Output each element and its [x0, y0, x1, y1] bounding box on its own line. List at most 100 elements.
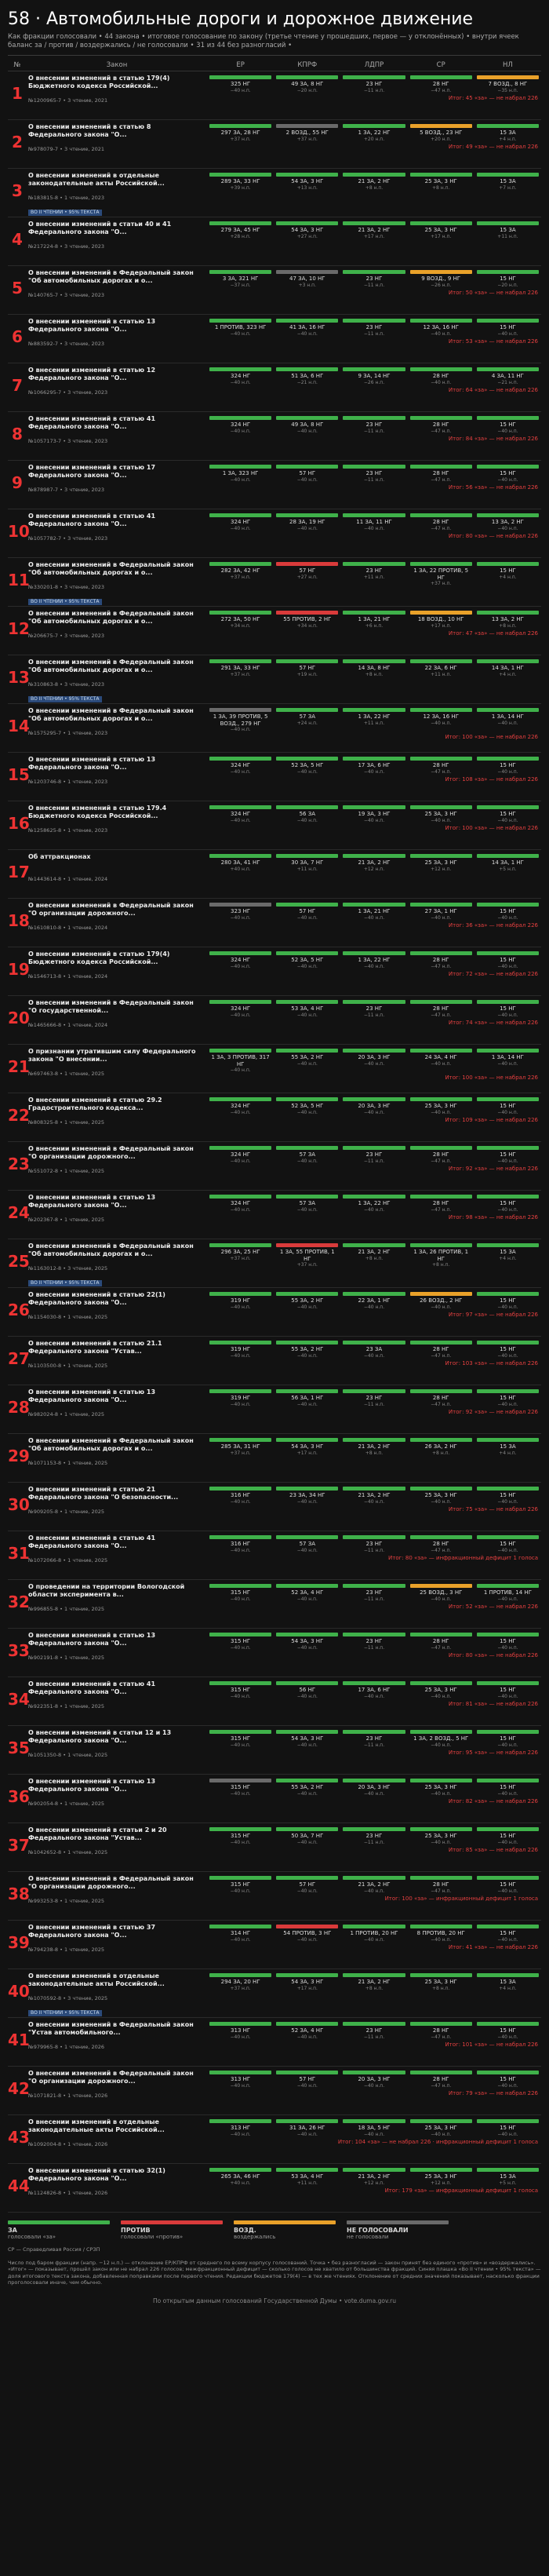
table-row[interactable]: 21 О признании утратившим силу Федерально…	[8, 1045, 541, 1093]
law-name[interactable]: О внесении изменений в статьи 12 и 13 Фе…	[28, 1729, 172, 1744]
table-row[interactable]: 43 О внесении изменений в отдельные закон…	[8, 2115, 541, 2164]
law-name[interactable]: О признании утратившим силу Федерального…	[28, 1048, 196, 1063]
table-row[interactable]: 20 О внесении изменений в Федеральный зак…	[8, 996, 541, 1045]
law-name[interactable]: О внесении изменений в статьи 40 и 41 Фе…	[28, 221, 172, 235]
table-row[interactable]: 25 О внесении изменений в Федеральный зак…	[8, 1239, 541, 1288]
table-row[interactable]: 17 Об аттракционах №1443614-8 • 1 чтение, …	[8, 850, 541, 899]
law-name[interactable]: О внесении изменений в статью 21 Федерал…	[28, 1486, 179, 1501]
vote-bar	[409, 1097, 472, 1101]
law-name[interactable]: О внесении изменений в статью 17 Федерал…	[28, 464, 156, 479]
table-row[interactable]: 1 О внесении изменений в статью 179(4) Бю…	[8, 71, 541, 120]
law-name[interactable]: О внесении изменений в статью 179(4) Бюд…	[28, 75, 170, 89]
table-row[interactable]: 34 О внесении изменений в статью 41 Федер…	[8, 1677, 541, 1726]
law-name[interactable]: О внесении изменений в статью 13 Федерал…	[28, 756, 156, 771]
law-name[interactable]: О внесении изменений в статью 41 Федерал…	[28, 1534, 156, 1549]
table-row[interactable]: 44 О внесении изменений в статью 32(1) Фе…	[8, 2164, 541, 2213]
law-name[interactable]: О внесении изменений в статью 41 Федерал…	[28, 415, 156, 430]
law-name[interactable]: О внесении изменений в статью 179(4) Бюд…	[28, 950, 170, 965]
law-name[interactable]: О внесении изменений в статью 13 Федерал…	[28, 1194, 156, 1209]
law-name[interactable]: О внесении изменений в статью 13 Федерал…	[28, 1778, 156, 1793]
table-row[interactable]: 38 О внесении изменений в Федеральный зак…	[8, 1872, 541, 1921]
faction-deviation: −40 н.п.	[296, 1158, 318, 1164]
law-name[interactable]: О внесении изменений в статьи 2 и 20 Фед…	[28, 1826, 167, 1841]
table-row[interactable]: 42 О внесении изменений в Федеральный зак…	[8, 2067, 541, 2115]
law-name[interactable]: О внесении изменений в Федеральный закон…	[28, 1875, 194, 1890]
table-row[interactable]: 27 О внесении изменений в статью 21.1 Фед…	[8, 1337, 541, 1385]
table-row[interactable]: 33 О внесении изменений в статью 13 Федер…	[8, 1629, 541, 1677]
table-row[interactable]: 10 О внесении изменений в статью 41 Федер…	[8, 509, 541, 558]
table-row[interactable]: 24 О внесении изменений в статью 13 Федер…	[8, 1191, 541, 1239]
law-name[interactable]: О внесении изменений в статью 41 Федерал…	[28, 1680, 156, 1695]
faction-vote-text: 14 ЗА, 1 НГ	[491, 859, 524, 866]
law-name[interactable]: О внесении изменений в статью 29.2 Градо…	[28, 1096, 162, 1111]
faction-deviation: −26 н.п.	[363, 379, 385, 385]
law-name[interactable]: Об аттракционах	[28, 853, 91, 860]
table-row[interactable]: 13 О внесении изменений в Федеральный зак…	[8, 655, 541, 704]
law-name[interactable]: О внесении изменений в Федеральный закон…	[28, 902, 194, 917]
law-name[interactable]: О внесении изменений в отдельные законод…	[28, 1972, 165, 1987]
law-cell: О внесении изменений в статью 32(1) Феде…	[27, 2164, 207, 2212]
table-row[interactable]: 15 О внесении изменений в статью 13 Федер…	[8, 753, 541, 801]
law-name[interactable]: О внесении изменений в статью 13 Федерал…	[28, 1632, 156, 1647]
faction-cell: 54 ЗА, 3 НГ +27 н.п.	[274, 221, 340, 239]
law-name[interactable]: О внесении изменений в статью 13 Федерал…	[28, 1388, 156, 1403]
table-row[interactable]: 14 О внесении изменений в Федеральный зак…	[8, 704, 541, 753]
table-row[interactable]: 23 О внесении изменений в Федеральный зак…	[8, 1142, 541, 1191]
law-name[interactable]: О внесении изменений в отдельные законод…	[28, 172, 165, 187]
table-row[interactable]: 29 О внесении изменений в Федеральный зак…	[8, 1434, 541, 1483]
table-row[interactable]: 41 О внесении изменений в Федеральный зак…	[8, 2018, 541, 2067]
table-row[interactable]: 32 О проведении на территории Вологодской…	[8, 1580, 541, 1629]
table-row[interactable]: 6 О внесении изменений в статью 13 Федера…	[8, 315, 541, 363]
law-name[interactable]: О внесении изменений в Федеральный закон…	[28, 2021, 194, 2036]
table-row[interactable]: 18 О внесении изменений в Федеральный зак…	[8, 899, 541, 947]
law-name[interactable]: О внесении изменений в статью 41 Федерал…	[28, 513, 156, 527]
law-name[interactable]: О внесении изменений в статью 37 Федерал…	[28, 1924, 156, 1939]
table-row[interactable]: 4 О внесении изменений в статьи 40 и 41 Ф…	[8, 217, 541, 266]
law-name[interactable]: О внесении изменений в Федеральный закон…	[28, 1145, 194, 1160]
law-name[interactable]: О внесении изменений в Федеральный закон…	[28, 999, 194, 1014]
table-row[interactable]: 28 О внесении изменений в статью 13 Федер…	[8, 1385, 541, 1434]
table-row[interactable]: 36 О внесении изменений в статью 13 Федер…	[8, 1775, 541, 1823]
table-row[interactable]: 11 О внесении изменений в Федеральный зак…	[8, 558, 541, 607]
law-name[interactable]: О внесении изменений в статью 21.1 Федер…	[28, 1340, 162, 1355]
law-name[interactable]: О внесении изменений в Федеральный закон…	[28, 707, 194, 722]
table-row[interactable]: 7 О внесении изменений в статью 12 Федера…	[8, 363, 541, 412]
law-name[interactable]: О внесении изменений в Федеральный закон…	[28, 269, 194, 284]
vote-bar	[209, 1925, 272, 1928]
law-name[interactable]: О внесении изменений в Федеральный закон…	[28, 610, 194, 625]
table-row[interactable]: 22 О внесении изменений в статью 29.2 Гра…	[8, 1093, 541, 1142]
law-name[interactable]: О внесении изменений в статью 179.4 Бюдж…	[28, 805, 167, 819]
vote-bar	[343, 1341, 405, 1345]
table-row[interactable]: 9 О внесении изменений в статью 17 Федера…	[8, 461, 541, 509]
table-row[interactable]: 39 О внесении изменений в статью 37 Федер…	[8, 1921, 541, 1969]
faction-row: 296 ЗА, 25 НГ +37 н.п. 1 ЗА, 55 ПРОТИВ, 1 …	[207, 1243, 541, 1268]
table-row[interactable]: 37 О внесении изменений в статьи 2 и 20 Ф…	[8, 1823, 541, 1872]
table-row[interactable]: 40 О внесении изменений в отдельные закон…	[8, 1969, 541, 2018]
law-name[interactable]: О внесении изменений в Федеральный закон…	[28, 1437, 194, 1452]
law-name[interactable]: О внесении изменений в статью 32(1) Феде…	[28, 2167, 165, 2182]
table-row[interactable]: 8 О внесении изменений в статью 41 Федера…	[8, 412, 541, 461]
law-name[interactable]: О внесении изменений в Федеральный закон…	[28, 2070, 194, 2085]
law-name[interactable]: О внесении изменений в статью 8 Федераль…	[28, 123, 151, 138]
law-name[interactable]: О внесении изменений в Федеральный закон…	[28, 1242, 194, 1257]
law-name[interactable]: О внесении изменений в Федеральный закон…	[28, 659, 194, 673]
row-number: 24	[8, 1203, 30, 1222]
table-row[interactable]: 5 О внесении изменений в Федеральный зако…	[8, 266, 541, 315]
vote-bar	[276, 319, 339, 323]
law-name[interactable]: О внесении изменений в статью 13 Федерал…	[28, 318, 156, 333]
table-row[interactable]: 19 О внесении изменений в статью 179(4) Б…	[8, 947, 541, 996]
table-row[interactable]: 30 О внесении изменений в статью 21 Федер…	[8, 1483, 541, 1531]
table-row[interactable]: 35 О внесении изменений в статьи 12 и 13 …	[8, 1726, 541, 1775]
law-name[interactable]: О проведении на территории Вологодской о…	[28, 1583, 185, 1598]
table-row[interactable]: 31 О внесении изменений в статью 41 Федер…	[8, 1531, 541, 1580]
table-row[interactable]: 16 О внесении изменений в статью 179.4 Бю…	[8, 801, 541, 850]
table-row[interactable]: 26 О внесении изменений в статью 22(1) Фе…	[8, 1288, 541, 1337]
law-name[interactable]: О внесении изменений в статью 22(1) Феде…	[28, 1291, 165, 1306]
law-name[interactable]: О внесении изменений в Федеральный закон…	[28, 561, 194, 576]
law-name[interactable]: О внесении изменений в статью 12 Федерал…	[28, 367, 156, 381]
table-row[interactable]: 3 О внесении изменений в отдельные законо…	[8, 169, 541, 217]
faction-cell: 313 НГ −40 н.п.	[207, 2022, 274, 2040]
table-row[interactable]: 2 О внесении изменений в статью 8 Федерал…	[8, 120, 541, 169]
table-row[interactable]: 12 О внесении изменений в Федеральный зак…	[8, 607, 541, 655]
law-name[interactable]: О внесении изменений в отдельные законод…	[28, 2118, 165, 2133]
